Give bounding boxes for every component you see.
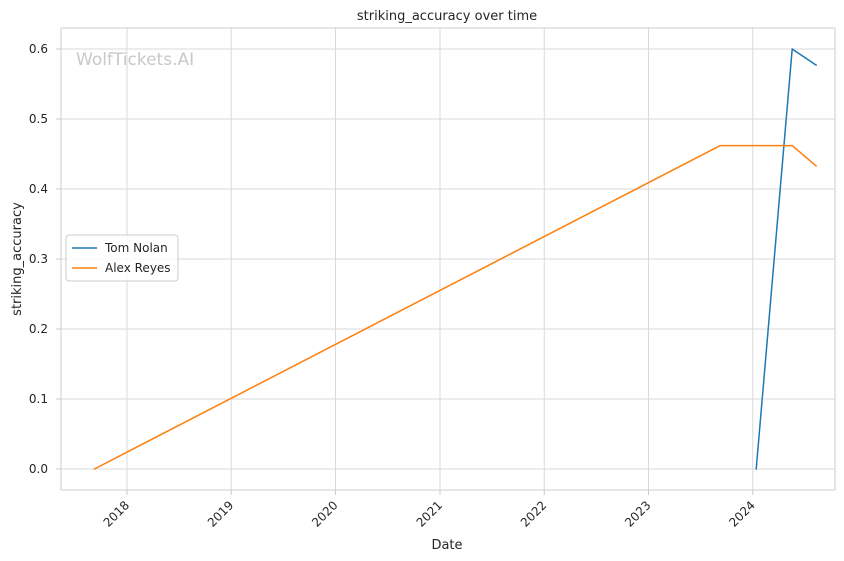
chart-title: striking_accuracy over time xyxy=(357,9,537,24)
x-tick-label: 2021 xyxy=(414,498,445,529)
legend: Tom Nolan Alex Reyes xyxy=(65,234,179,282)
y-tick-label: 0.1 xyxy=(29,392,48,406)
y-axis-label: striking_accuracy xyxy=(10,202,25,316)
y-tick-label: 0.5 xyxy=(29,112,48,126)
data-point-tom-nolan xyxy=(755,468,757,470)
legend-label-alex-reyes: Alex Reyes xyxy=(105,261,171,275)
data-point-tom-nolan xyxy=(815,64,817,66)
y-tick-label: 0.4 xyxy=(29,182,48,196)
x-tick-label: 2018 xyxy=(101,498,132,529)
watermark: WolfTickets.AI xyxy=(76,50,194,70)
y-tick-label: 0.0 xyxy=(29,462,48,476)
legend-label-tom-nolan: Tom Nolan xyxy=(104,241,168,255)
x-axis-ticks: 2018 2019 2020 2021 2022 2023 2024 xyxy=(101,490,758,530)
data-point-alex-reyes xyxy=(93,468,96,470)
y-axis-ticks: 0.0 0.1 0.2 0.3 0.4 0.5 0.6 xyxy=(29,42,61,476)
x-tick-label: 2024 xyxy=(726,498,757,529)
x-tick-label: 2022 xyxy=(518,498,549,529)
data-point-alex-reyes xyxy=(791,144,793,147)
x-tick-label: 2020 xyxy=(309,498,340,529)
legend-frame xyxy=(65,234,179,282)
series-lines xyxy=(93,48,817,470)
grid xyxy=(61,28,835,490)
data-point-tom-nolan xyxy=(791,48,793,50)
x-tick-label: 2019 xyxy=(205,498,236,529)
y-tick-label: 0.3 xyxy=(29,252,48,266)
y-tick-label: 0.6 xyxy=(29,42,48,56)
data-point-alex-reyes xyxy=(719,144,721,147)
series-line-alex-reyes xyxy=(94,144,817,470)
y-tick-label: 0.2 xyxy=(29,322,48,336)
data-point-alex-reyes xyxy=(815,165,817,167)
x-axis-label: Date xyxy=(431,538,462,553)
x-tick-label: 2023 xyxy=(622,498,653,529)
